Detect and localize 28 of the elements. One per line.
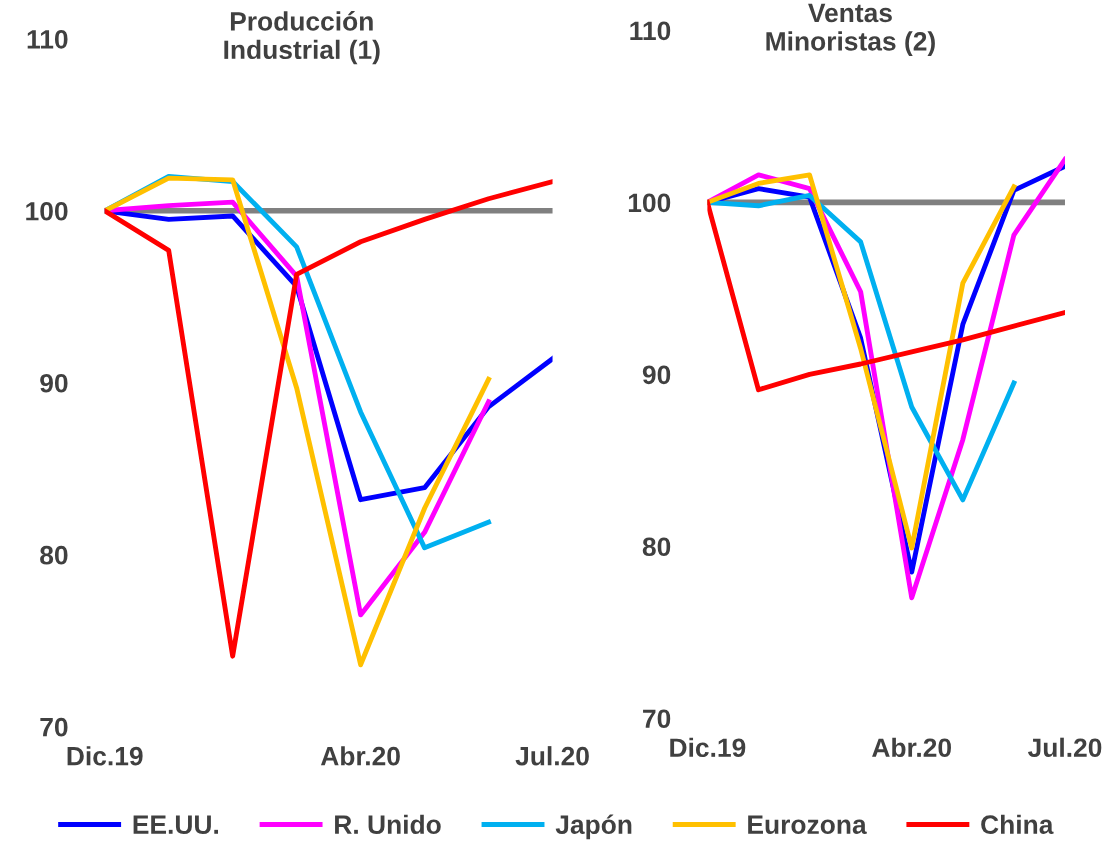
x-tick-label: Dic.19 <box>670 737 746 758</box>
legend-label: Japón <box>555 814 632 840</box>
y-tick-label: 110 <box>27 29 68 49</box>
x-tick-label: Abr.20 <box>872 737 951 758</box>
x-tick-label: Jul.20 <box>1027 737 1102 758</box>
chart-title: Producción Industrial (1) <box>224 11 380 65</box>
line-series <box>707 193 1017 503</box>
x-tick-label: Dic.19 <box>67 746 143 766</box>
line-series <box>104 179 553 659</box>
legend-label: Eurozona <box>748 815 867 835</box>
y-tick-label: 70 <box>643 709 671 729</box>
y-tick-label: 80 <box>40 545 68 565</box>
y-tick-label: 100 <box>628 193 671 213</box>
legend-label: EE.UU. <box>133 815 219 835</box>
line-series <box>104 175 491 668</box>
line-series <box>707 172 1017 551</box>
y-tick-label: 70 <box>40 717 68 737</box>
y-tick-label: 90 <box>40 373 68 393</box>
chart-title: Ventas Minoristas (2) <box>766 3 935 56</box>
legend-label: China <box>981 814 1054 835</box>
y-tick-label: 80 <box>642 537 671 557</box>
x-tick-label: Jul.20 <box>515 746 589 766</box>
y-tick-label: 100 <box>26 201 68 221</box>
legend-label: R. Unido <box>335 814 441 835</box>
y-tick-label: 90 <box>642 365 671 385</box>
line-series <box>707 199 1065 393</box>
x-tick-label: Abr.20 <box>320 746 400 766</box>
y-tick-label: 110 <box>630 21 671 41</box>
